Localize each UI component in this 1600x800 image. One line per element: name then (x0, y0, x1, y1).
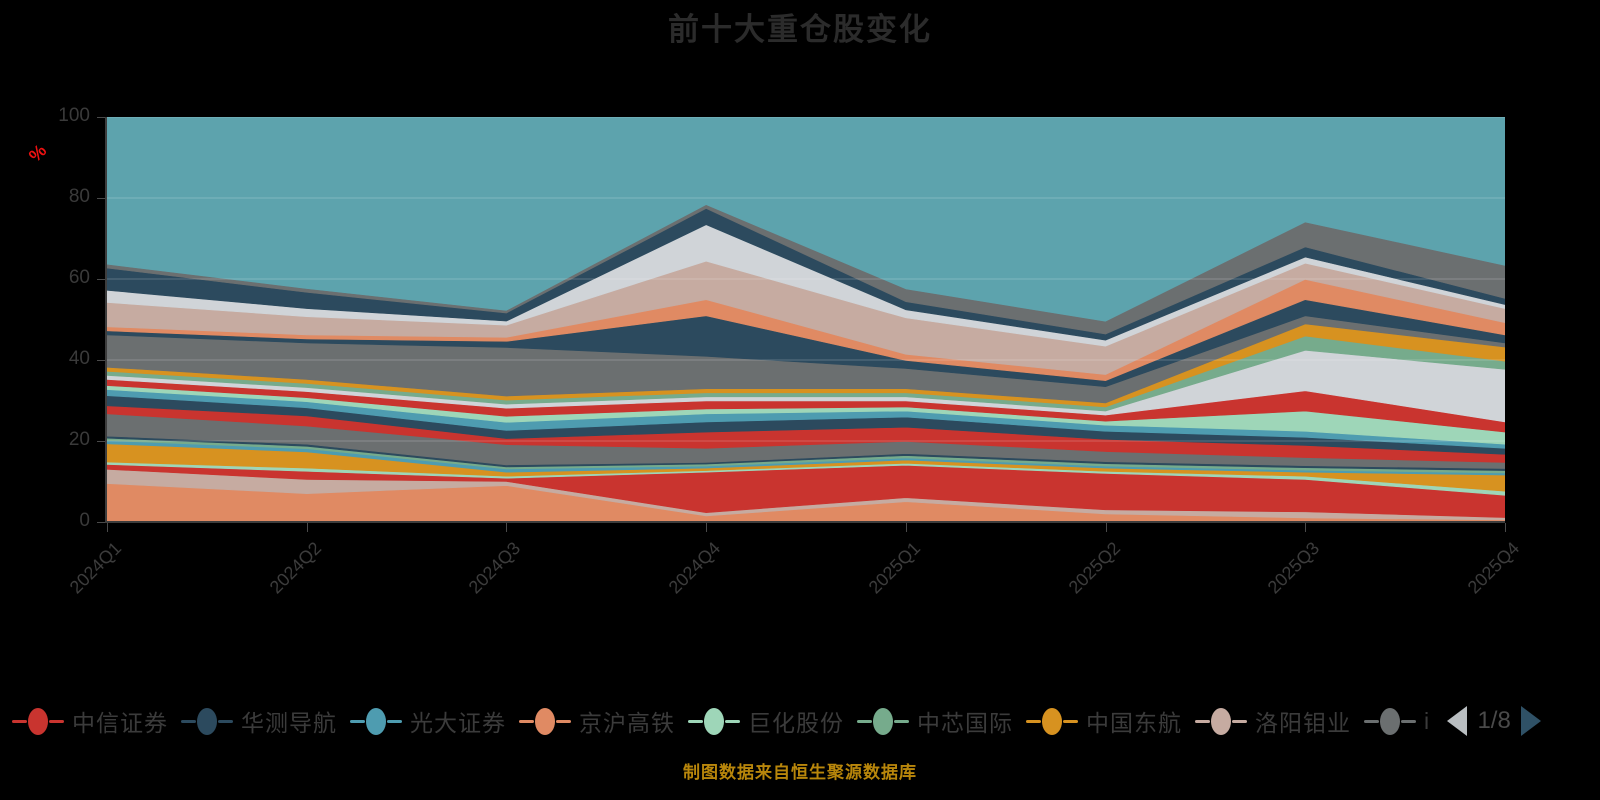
legend-label: 京沪高铁 (579, 710, 675, 736)
legend-marker-icon (1042, 707, 1062, 735)
legend-marker-icon (873, 707, 893, 735)
legend-item[interactable]: 巨化股份 (688, 704, 844, 738)
x-tick-label: 2024Q3 (465, 538, 525, 598)
pager-page-indicator: 1/8 (1477, 707, 1511, 734)
legend-line-right (556, 719, 571, 723)
legend-marker-icon (1211, 707, 1231, 735)
legend-item[interactable]: 华测导航 (181, 704, 337, 738)
legend-line-left (1026, 719, 1041, 723)
triangle-right-icon[interactable] (1521, 706, 1542, 736)
x-axis-line (105, 521, 1505, 523)
triangle-left-icon[interactable] (1447, 706, 1468, 736)
x-tick-mark (1105, 523, 1107, 532)
legend-line-left (12, 719, 27, 723)
x-tick-mark (1305, 523, 1307, 532)
y-tick-label: 100 (58, 105, 90, 126)
legend-label: i (1424, 707, 1431, 734)
x-tick-label: 2025Q4 (1463, 538, 1524, 598)
y-tick-mark (97, 198, 105, 199)
y-tick-mark (97, 360, 105, 361)
x-tick-label: 2025Q2 (1064, 538, 1124, 598)
legend-line-right (49, 719, 64, 723)
legend-marker-icon (197, 707, 217, 735)
x-tick-mark (506, 523, 508, 532)
legend-line-left (350, 719, 365, 723)
legend-marker-icon (1380, 707, 1400, 735)
legend-line-right (1063, 719, 1078, 723)
x-tick-label: 2024Q1 (65, 538, 126, 598)
x-tick-label: 2025Q1 (864, 538, 924, 598)
legend-line-right (725, 719, 740, 723)
legend-label: 光大证券 (410, 710, 506, 736)
legend-label: 巨化股份 (748, 710, 844, 736)
legend-item[interactable]: 中国东航 (1026, 704, 1182, 738)
legend-marker-icon (366, 707, 386, 735)
legend-line-left (1364, 719, 1379, 723)
legend-line-right (218, 719, 233, 723)
legend-label: 中信证券 (72, 710, 168, 736)
y-tick-label: 60 (68, 267, 90, 288)
y-tick-mark (97, 279, 105, 280)
legend-item[interactable]: 中信证券 (12, 704, 168, 738)
x-tick-mark (306, 523, 308, 532)
y-tick-mark (97, 117, 105, 118)
y-axis-line (105, 117, 107, 523)
legend-label: 洛阳钼业 (1255, 710, 1351, 736)
y-tick-label: 0 (79, 510, 90, 531)
legend-marker-icon (535, 707, 555, 735)
x-tick-label: 2024Q4 (664, 538, 725, 598)
x-tick-label: 2024Q2 (265, 538, 325, 598)
y-axis-unit-label: % (24, 140, 51, 166)
area-series[interactable] (107, 204, 1505, 335)
chart-plot-area (107, 117, 1505, 522)
legend-line-right (387, 719, 402, 723)
legend-line-left (1195, 719, 1210, 723)
legend-label: 华测导航 (241, 710, 337, 736)
legend-line-right (1401, 719, 1416, 723)
y-tick-label: 80 (68, 186, 90, 207)
legend-item[interactable]: 洛阳钼业 (1195, 704, 1351, 738)
legend-marker-icon (28, 707, 48, 735)
chart-legend: 中信证券 华测导航 光大证券 京沪高铁 巨化股份 中芯国际 中国东航 洛阳钼业 i 1/8 (0, 698, 1600, 744)
footer-source-note: 制图数据来自恒生聚源数据库 (683, 763, 917, 782)
legend-item[interactable]: 京沪高铁 (519, 704, 675, 738)
y-tick-mark (97, 441, 105, 442)
legend-line-left (857, 719, 872, 723)
legend-item[interactable]: 中芯国际 (857, 704, 1013, 738)
y-tick-mark (97, 522, 105, 523)
x-tick-mark (706, 523, 708, 532)
legend-marker-icon (704, 707, 724, 735)
x-tick-mark (905, 523, 907, 532)
page-title: 前十大重仓股变化 (668, 12, 932, 47)
y-tick-label: 20 (68, 429, 90, 450)
legend-pager: 1/8 (1447, 706, 1542, 736)
legend-line-right (894, 719, 909, 723)
legend-label: 中国东航 (1086, 710, 1182, 736)
legend-line-left (688, 719, 703, 723)
x-tick-mark (107, 523, 108, 532)
x-tick-mark (1505, 523, 1506, 532)
x-tick-label: 2025Q3 (1263, 538, 1324, 598)
legend-label: 中芯国际 (917, 710, 1013, 736)
y-tick-label: 40 (68, 348, 90, 369)
legend-line-left (181, 719, 196, 723)
stacked-area-chart (107, 117, 1505, 522)
legend-line-right (1232, 719, 1247, 723)
legend-line-left (519, 719, 534, 723)
legend-item[interactable]: i (1364, 707, 1431, 735)
legend-item[interactable]: 光大证券 (350, 704, 506, 738)
